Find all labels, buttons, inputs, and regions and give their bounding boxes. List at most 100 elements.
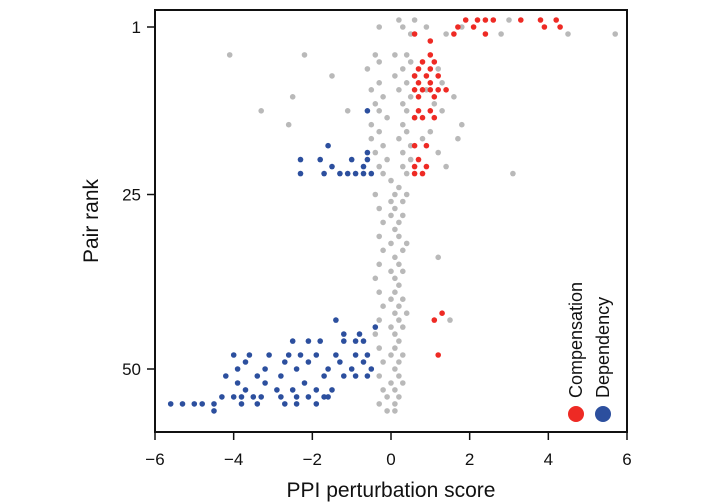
- neutral-point: [443, 31, 449, 37]
- dependency-point: [293, 366, 300, 372]
- neutral-point: [289, 94, 296, 100]
- dependency-point: [242, 387, 249, 393]
- compensation-point: [443, 87, 449, 93]
- compensation-point: [411, 114, 418, 121]
- neutral-point: [396, 282, 402, 289]
- compensation-point: [427, 108, 434, 114]
- dependency-point: [289, 387, 296, 393]
- dependency-point: [179, 401, 186, 407]
- compensation-point: [455, 24, 461, 30]
- dependency-point: [364, 108, 371, 114]
- neutral-point: [376, 261, 383, 268]
- compensation-point: [411, 87, 418, 93]
- y-tick-label: 25: [122, 186, 141, 205]
- neutral-point: [376, 128, 383, 135]
- neutral-point: [403, 128, 410, 135]
- neutral-point: [380, 387, 386, 393]
- compensation-point: [427, 52, 434, 58]
- neutral-point: [459, 121, 465, 128]
- dependency-point: [321, 373, 327, 379]
- neutral-point: [388, 296, 394, 303]
- dependency-point: [305, 338, 312, 344]
- dependency-point: [360, 163, 367, 170]
- dependency-point: [254, 401, 261, 407]
- compensation-point: [553, 17, 559, 23]
- dependency-point: [274, 387, 280, 393]
- dependency-point: [234, 366, 241, 372]
- dependency-point: [313, 352, 320, 358]
- dependency-point: [191, 401, 198, 407]
- compensation-point: [435, 352, 442, 358]
- dependency-point: [337, 170, 343, 177]
- dependency-point: [242, 359, 249, 365]
- compensation-point: [423, 163, 430, 170]
- dependency-point: [356, 331, 363, 337]
- dependency-point: [364, 156, 371, 163]
- neutral-point: [388, 324, 394, 330]
- plot-frame: [154, 9, 628, 433]
- compensation-point: [411, 170, 418, 177]
- x-tick-label: 2: [465, 450, 474, 469]
- neutral-point: [447, 317, 453, 323]
- neutral-point: [376, 59, 383, 65]
- neutral-point: [380, 219, 386, 226]
- dependency-point: [364, 373, 371, 379]
- dependency-point: [352, 338, 359, 344]
- neutral-point: [388, 212, 394, 219]
- compensation-point: [411, 163, 418, 170]
- neutral-point: [384, 394, 390, 400]
- x-tick-label: −4: [224, 450, 243, 469]
- dependency-point: [234, 380, 241, 386]
- dependency-point: [333, 317, 339, 323]
- neutral-point: [498, 31, 504, 37]
- compensation-point: [451, 31, 457, 37]
- x-axis-title: PPI perturbation score: [287, 479, 496, 502]
- neutral-point: [376, 108, 383, 114]
- neutral-point: [388, 177, 394, 184]
- dependency-point: [238, 401, 245, 407]
- dependency-point: [325, 394, 331, 400]
- dependency-point: [360, 170, 367, 177]
- neutral-point: [403, 310, 410, 317]
- neutral-point: [388, 198, 394, 205]
- dependency-point: [321, 394, 327, 400]
- neutral-point: [392, 345, 398, 351]
- neutral-point: [301, 52, 308, 58]
- y-tick-label: 50: [122, 360, 141, 379]
- dependency-point: [372, 324, 379, 330]
- dependency-point: [262, 380, 268, 386]
- neutral-point: [400, 121, 406, 128]
- dependency-point: [282, 359, 288, 365]
- dependency-point: [246, 352, 253, 358]
- compensation-point: [419, 114, 426, 121]
- compensation-point: [490, 17, 497, 23]
- neutral-point: [400, 66, 406, 72]
- points-layer: [167, 17, 618, 414]
- compensation-point: [415, 80, 422, 86]
- neutral-point: [396, 338, 402, 344]
- compensation-point: [411, 73, 418, 79]
- dependency-point: [301, 380, 308, 386]
- compensation-point: [431, 59, 438, 65]
- neutral-point: [459, 24, 465, 30]
- neutral-point: [396, 373, 402, 379]
- neutral-point: [368, 135, 375, 142]
- neutral-point: [612, 31, 618, 37]
- x-tick-label: 0: [386, 450, 395, 469]
- neutral-point: [403, 108, 410, 114]
- dependency-point: [368, 366, 375, 372]
- compensation-point: [423, 142, 430, 149]
- neutral-point: [388, 352, 394, 358]
- neutral-point: [392, 191, 398, 198]
- neutral-point: [376, 373, 383, 379]
- y-axis: 1 25 50: [122, 18, 155, 379]
- legend: Compensation Dependency: [566, 282, 613, 422]
- dependency-point: [321, 170, 327, 177]
- neutral-point: [380, 142, 386, 149]
- dependency-point: [230, 394, 237, 400]
- series-compensation: [411, 17, 563, 358]
- neutral-point: [396, 219, 402, 226]
- neutral-point: [392, 408, 398, 414]
- compensation-point: [541, 24, 548, 30]
- compensation-point: [415, 108, 422, 114]
